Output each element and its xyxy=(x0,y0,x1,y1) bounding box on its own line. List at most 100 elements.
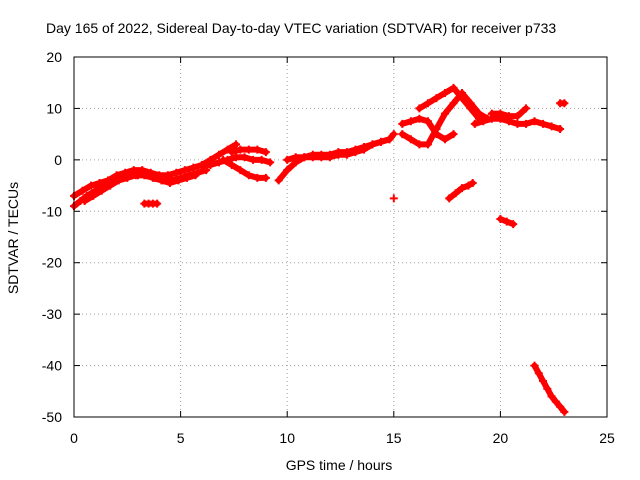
y-tick-label: -40 xyxy=(42,358,62,374)
data-point xyxy=(232,153,241,162)
data-point xyxy=(534,369,543,378)
data-point xyxy=(334,150,343,159)
data-point xyxy=(556,125,565,133)
data-point xyxy=(140,171,149,180)
data-point xyxy=(236,166,245,175)
data-point xyxy=(131,171,140,180)
data-point xyxy=(445,194,454,203)
data-point xyxy=(180,166,189,175)
data-point xyxy=(80,197,89,205)
data-point xyxy=(291,153,300,162)
series-arc-l xyxy=(398,114,458,144)
data-point xyxy=(509,220,518,229)
data-point xyxy=(496,215,505,223)
data-point xyxy=(308,153,317,162)
data-point xyxy=(174,176,183,185)
data-point xyxy=(389,130,398,139)
data-point xyxy=(440,135,449,144)
x-tick-label: 20 xyxy=(493,430,509,446)
data-point xyxy=(468,179,477,187)
data-point xyxy=(368,140,377,149)
series-arc-e xyxy=(197,153,275,169)
series-arc-q xyxy=(496,215,518,229)
data-point xyxy=(240,153,249,162)
x-tick-label: 0 xyxy=(70,430,78,446)
data-point xyxy=(123,173,132,182)
data-point xyxy=(415,104,424,113)
data-point xyxy=(244,145,253,154)
data-point xyxy=(214,150,223,159)
data-point xyxy=(165,179,174,187)
data-point xyxy=(78,186,87,195)
data-point xyxy=(97,186,106,195)
series-arc-s xyxy=(556,99,569,108)
data-point xyxy=(227,161,236,169)
x-tick-label: 15 xyxy=(386,430,402,446)
data-point xyxy=(415,114,424,123)
data-point xyxy=(219,155,228,164)
y-tick-label: -50 xyxy=(42,409,62,425)
data-point xyxy=(257,155,266,164)
data-point xyxy=(432,94,441,103)
data-point xyxy=(440,89,449,97)
series-arc-p xyxy=(487,104,530,121)
data-point xyxy=(449,130,458,139)
data-point xyxy=(249,155,258,164)
data-point xyxy=(464,181,473,190)
data-point xyxy=(423,117,432,126)
data-point xyxy=(543,384,552,393)
data-point xyxy=(89,191,98,200)
series-arc-r xyxy=(530,361,569,416)
data-point xyxy=(502,217,511,226)
data-point xyxy=(87,181,96,190)
data-point xyxy=(432,130,441,139)
series-arc-j xyxy=(389,194,398,203)
data-point xyxy=(197,161,206,169)
data-point xyxy=(513,112,522,121)
data-point xyxy=(423,140,432,149)
data-point xyxy=(191,171,200,180)
data-point xyxy=(423,99,432,108)
data-point xyxy=(556,402,565,411)
data-point xyxy=(253,145,262,154)
data-point xyxy=(325,153,334,162)
data-point xyxy=(189,163,198,172)
data-point xyxy=(496,109,505,118)
data-point xyxy=(406,117,415,126)
y-tick-label: -30 xyxy=(42,306,62,322)
data-point xyxy=(236,145,245,154)
data-point xyxy=(547,392,556,401)
data-point xyxy=(359,145,368,154)
data-point xyxy=(466,104,475,113)
series-arc-f xyxy=(219,155,270,182)
data-point xyxy=(415,140,424,149)
data-point xyxy=(449,99,458,108)
data-point xyxy=(539,377,548,385)
data-point xyxy=(300,153,309,162)
data-point xyxy=(182,173,191,182)
series-arc-d xyxy=(140,199,162,208)
series-arc-c xyxy=(80,171,200,205)
data-point xyxy=(504,112,513,121)
data-point xyxy=(351,148,360,157)
data-point xyxy=(521,104,530,113)
data-point xyxy=(377,137,386,146)
data-point xyxy=(266,158,275,167)
y-axis-title: SDTVAR / TECUs xyxy=(5,182,21,294)
series-arc-n xyxy=(445,179,477,203)
data-point xyxy=(172,168,181,177)
data-point xyxy=(283,155,292,164)
axis-ticks: 0 5 10 15 20 25 -50 -40 -30 -20 -10 0 10 20 xyxy=(42,49,615,446)
series-arc-g xyxy=(227,145,270,157)
data-point xyxy=(206,161,215,169)
data-point xyxy=(547,122,556,131)
data-point xyxy=(560,99,569,108)
chart-title: Day 165 of 2022, Sidereal Day-to-day VTE… xyxy=(46,20,556,36)
data-point xyxy=(451,189,460,198)
x-axis-title: GPS time / hours xyxy=(286,457,393,473)
data-point xyxy=(458,94,467,103)
data-point xyxy=(487,109,496,118)
y-tick-label: 0 xyxy=(54,152,62,168)
data-point xyxy=(449,83,458,92)
